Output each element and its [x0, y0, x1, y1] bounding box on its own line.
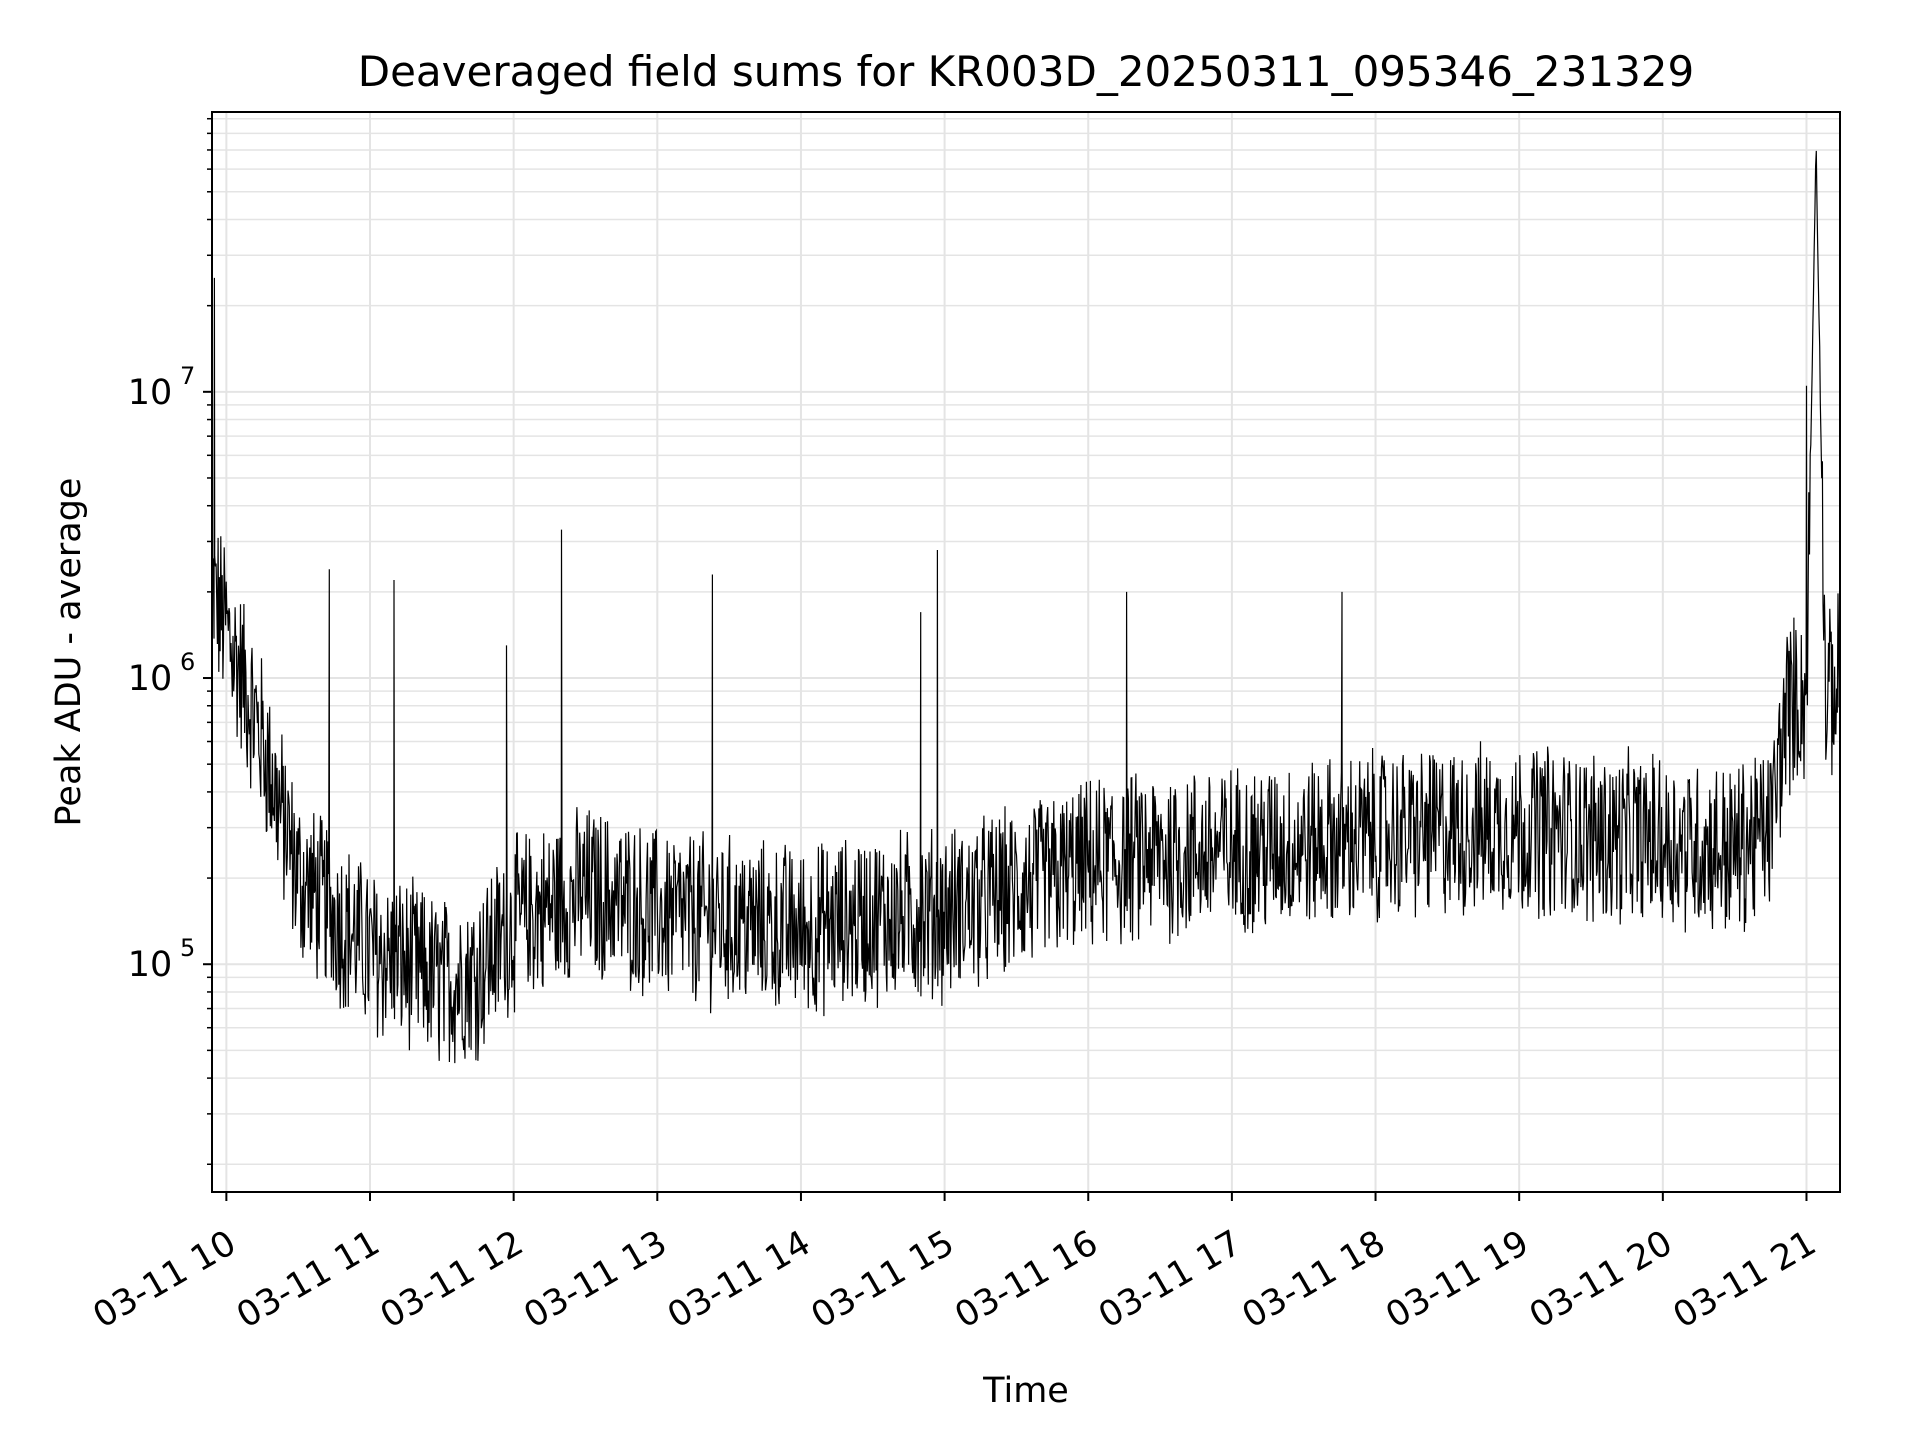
series-group: [212, 150, 1840, 1064]
y-tick-label: 10: [128, 945, 173, 985]
x-axis-label: Time: [982, 1371, 1069, 1411]
plot-frame: [211, 111, 1841, 1193]
y-tick-label: 10: [128, 373, 173, 413]
y-axis-label: Peak ADU - average: [49, 478, 89, 827]
y-tick-exponent: 6: [180, 648, 195, 676]
y-tick-label: 10: [128, 659, 173, 699]
y-tick-exponent: 7: [180, 362, 195, 390]
series-line: [212, 150, 1840, 1064]
major-grid: [212, 112, 1840, 1192]
chart-title: Deaveraged field sums for KR003D_2025031…: [358, 47, 1695, 96]
y-tick-exponent: 5: [180, 934, 195, 962]
